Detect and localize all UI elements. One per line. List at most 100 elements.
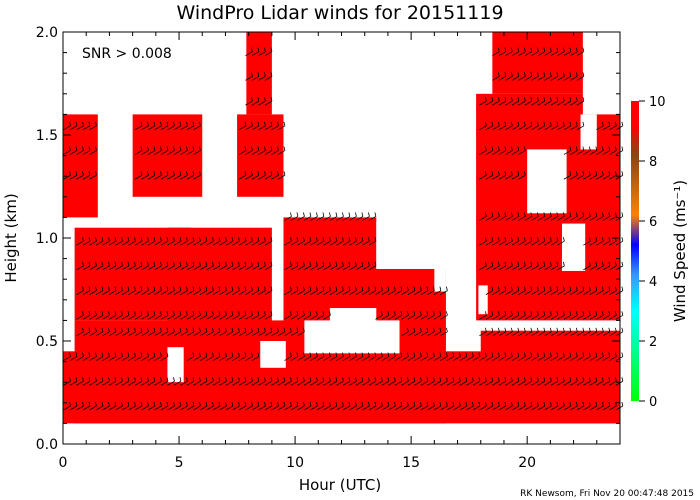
wind-barb (531, 286, 539, 295)
wind-barb (69, 377, 78, 386)
wind-barb (453, 401, 461, 411)
data-gap (260, 341, 286, 368)
wind-barb (115, 237, 123, 246)
wind-barb (388, 352, 396, 361)
wind-barb (303, 286, 312, 295)
wind-barb (277, 121, 286, 131)
wind-barb (544, 377, 552, 386)
wind-barb (297, 237, 305, 246)
wind-barb (147, 237, 156, 246)
wind-barb (147, 377, 156, 386)
wind-barb (596, 327, 604, 337)
wind-barb (602, 311, 611, 320)
wind-barb (557, 327, 565, 337)
wind-barb (362, 286, 370, 295)
data-gap (582, 32, 620, 115)
wind-barb (407, 327, 416, 337)
wind-barb (115, 377, 123, 386)
wind-barb (277, 146, 286, 155)
wind-barb (128, 377, 136, 386)
wind-barb (388, 401, 396, 411)
wind-barb (329, 261, 338, 271)
wind-barb (154, 311, 162, 320)
wind-barb (479, 327, 487, 337)
wind-barb (557, 72, 565, 81)
wind-barb (303, 311, 312, 320)
wind-barb (485, 327, 494, 337)
wind-barb (76, 171, 84, 180)
wind-barb (206, 261, 214, 271)
wind-barb (596, 171, 604, 180)
wind-barb (362, 261, 370, 271)
wind-barb (82, 237, 91, 246)
wind-barb (570, 97, 578, 106)
wind-barb (82, 286, 91, 295)
wind-barb (576, 286, 585, 295)
wind-barb (76, 352, 84, 361)
wind-barb (95, 286, 104, 295)
wind-barb (102, 327, 110, 337)
wind-barb (349, 237, 357, 246)
wind-barb (193, 377, 201, 386)
wind-barb (511, 47, 520, 57)
wind-barb (589, 401, 598, 411)
wind-barb (245, 401, 253, 411)
wind-barb (238, 352, 247, 361)
wind-barb (407, 286, 416, 295)
wind-barb (531, 121, 539, 131)
wind-barb (479, 401, 487, 411)
wind-barb (505, 311, 513, 320)
wind-barb (251, 286, 260, 295)
wind-barb (602, 377, 611, 386)
wind-barb (245, 261, 253, 271)
wind-barb (264, 72, 273, 81)
wind-barb (147, 327, 156, 337)
wind-barb (518, 121, 526, 131)
wind-barb (232, 401, 240, 411)
wind-barb (193, 327, 201, 337)
wind-barb (524, 47, 533, 57)
wind-barb (173, 146, 182, 155)
wind-barb (550, 352, 559, 361)
colorbar-tick-label: 0 (649, 395, 657, 410)
wind-barb (147, 311, 156, 320)
wind-barb (258, 171, 266, 180)
wind-barb (375, 401, 383, 411)
wind-barb (602, 327, 611, 337)
wind-barb (570, 47, 578, 57)
wind-barb (134, 352, 143, 361)
wind-barb (89, 327, 97, 337)
wind-barb (160, 146, 169, 155)
wind-barb (479, 352, 487, 361)
wind-barb (511, 212, 520, 221)
wind-barb (349, 212, 357, 221)
wind-barb (180, 121, 188, 131)
wind-barb (212, 401, 221, 411)
wind-barb (89, 237, 97, 246)
wind-barb (316, 352, 325, 361)
wind-barb (173, 237, 182, 246)
wind-barb (349, 261, 357, 271)
wind-barb (251, 121, 260, 131)
wind-barb (537, 311, 546, 320)
wind-barb (407, 401, 416, 411)
wind-barb (355, 352, 364, 361)
wind-barb (167, 377, 175, 386)
wind-barb (251, 237, 260, 246)
wind-barb (563, 146, 572, 155)
wind-barb (511, 146, 520, 155)
wind-barb (355, 212, 364, 221)
wind-barb (420, 352, 429, 361)
wind-barb (505, 401, 513, 411)
colorbar-tick-label: 10 (649, 95, 666, 110)
wind-barb (193, 237, 201, 246)
wind-barb (76, 121, 84, 131)
wind-barb (102, 401, 110, 411)
wind-barb (284, 261, 292, 271)
wind-barb (154, 237, 162, 246)
wind-barb (264, 97, 273, 106)
wind-barb (323, 377, 331, 386)
wind-barb (368, 261, 377, 271)
wind-barb (615, 146, 624, 155)
wind-barb (69, 401, 78, 411)
